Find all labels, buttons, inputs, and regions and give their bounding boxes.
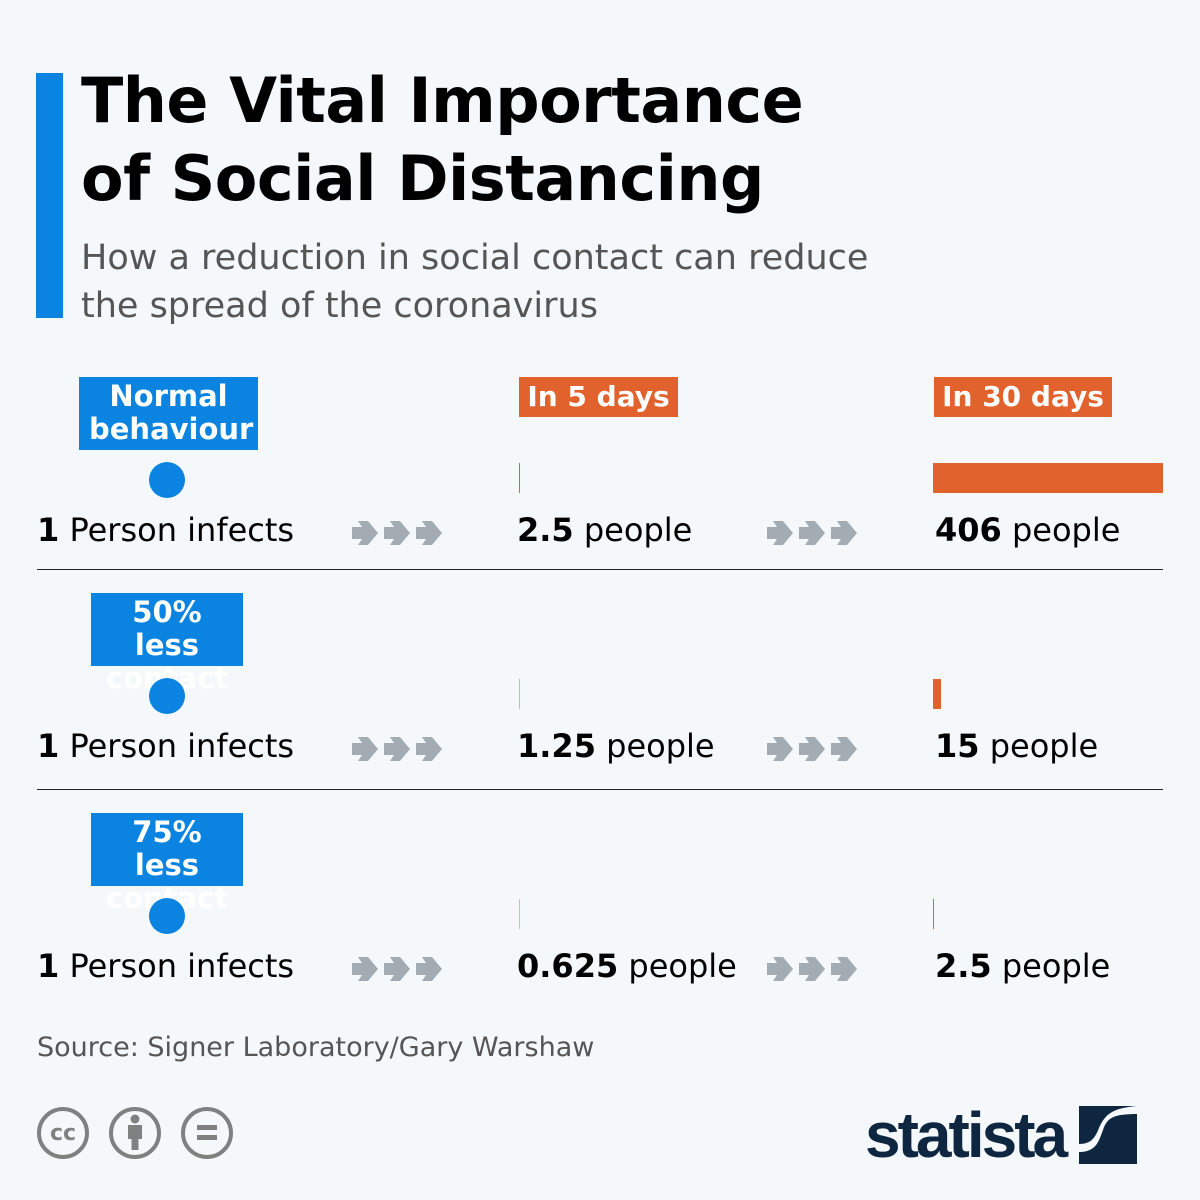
day30-text: 406 people [935,510,1120,550]
scenario-label-line: Normal [109,379,228,413]
scenario-label: Normal behaviour [79,377,258,450]
day5-label: people [618,947,737,985]
person-dot [149,462,185,498]
arrows-icon [763,954,859,988]
column-header-30-days: In 30 days [934,377,1112,417]
day30-label: people [1001,511,1121,549]
bar-30-days [933,899,935,929]
scenario-label: 50% lesscontact [91,593,243,695]
day30-text: 15 people [935,726,1098,766]
bar-30-days [933,679,942,709]
arrows-icon [348,954,444,988]
title-line: of Social Distancing [81,142,764,215]
cc-icon: cc [37,1107,89,1159]
day5-label: people [595,727,715,765]
column-header-5-days: In 5 days [519,377,678,417]
no-derivatives-icon [181,1107,233,1159]
bar-5-days [519,679,521,709]
scenario-label-line: behaviour [89,412,254,446]
subtitle: How a reduction in social contact can re… [81,234,868,330]
start-number: 1 [37,511,60,549]
day5-number: 0.625 [517,947,619,985]
day30-number: 15 [935,727,980,765]
title-line: The Vital Importance [81,64,804,137]
statista-logo: statista [865,1099,1138,1171]
scenario-label-line: 50% less [132,595,202,662]
day5-label: people [573,511,693,549]
arrows-icon [348,518,444,552]
start-number: 1 [37,947,60,985]
logo-text: statista [865,1099,1068,1171]
bar-5-days [519,463,521,493]
bar-30-days [933,463,1163,493]
day30-label: people [979,727,1099,765]
scenario-label: 75% lesscontact [91,813,243,915]
start-number: 1 [37,727,60,765]
statista-logo-icon [1079,1106,1138,1164]
start-label: Person infects [59,727,295,765]
day5-text: 0.625 people [517,946,737,986]
subtitle-line: How a reduction in social contact can re… [81,238,869,278]
day30-label: people [991,947,1111,985]
row-divider [37,789,1163,790]
day5-number: 1.25 [517,727,596,765]
day30-number: 2.5 [935,947,992,985]
start-text: 1 Person infects [37,510,294,550]
attribution-icon [109,1107,161,1159]
person-dot [149,898,185,934]
day30-number: 406 [935,511,1002,549]
scenario-label-line: 75% less [132,815,202,882]
person-dot [149,678,185,714]
start-text: 1 Person infects [37,946,294,986]
page-title: The Vital Importance of Social Distancing [81,62,804,218]
start-label: Person infects [59,511,295,549]
day30-text: 2.5 people [935,946,1110,986]
source-note: Source: Signer Laboratory/Gary Warshaw [37,1032,595,1063]
day5-number: 2.5 [517,511,574,549]
start-label: Person infects [59,947,295,985]
accent-bar [36,73,63,318]
cc-text: cc [49,1120,77,1146]
start-text: 1 Person infects [37,726,294,766]
arrows-icon [348,734,444,768]
day5-text: 2.5 people [517,510,692,550]
subtitle-line: the spread of the coronavirus [81,286,598,326]
day5-text: 1.25 people [517,726,715,766]
row-divider [37,569,1163,570]
arrows-icon [763,518,859,552]
arrows-icon [763,734,859,768]
bar-5-days [519,899,521,929]
